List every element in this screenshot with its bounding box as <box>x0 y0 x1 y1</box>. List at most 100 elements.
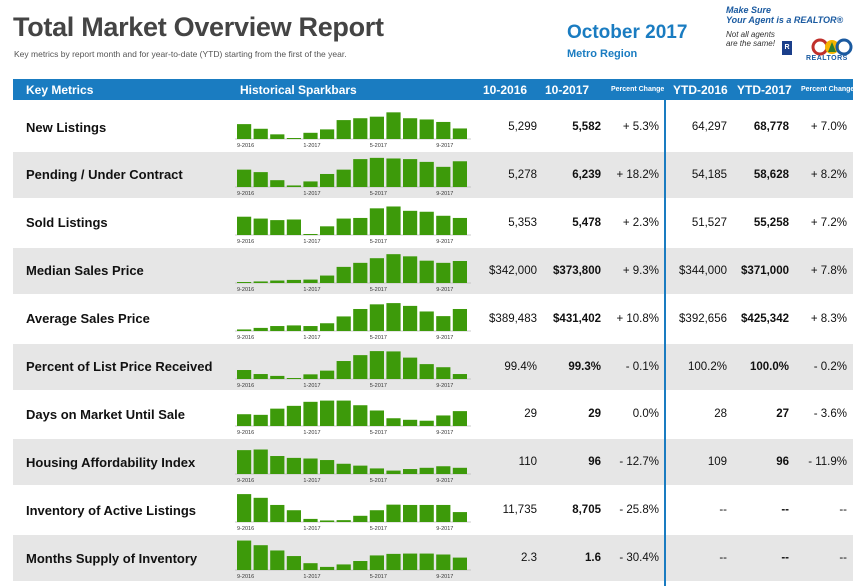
sparkbar <box>286 325 301 331</box>
sparkbar <box>403 505 418 523</box>
sparkbar-chart: 9-2016 1-2017 5-2017 9-2017 <box>235 253 471 292</box>
sparkbar-axis-label: 9-2016 <box>237 574 254 579</box>
value-ytd-2016: 100.2% <box>687 360 727 373</box>
sparkbar <box>253 545 268 571</box>
sparkbar <box>452 512 467 523</box>
sparkbar-axis-label: 9-2017 <box>436 287 453 292</box>
sparkbar <box>320 520 335 523</box>
sparkbar-axis-label: 1-2017 <box>303 335 320 340</box>
sparkbar <box>237 414 252 427</box>
sparkbar <box>452 161 467 187</box>
sparkbar <box>403 256 418 283</box>
metric-name: New Listings <box>26 119 107 135</box>
percent-change: - 25.8% <box>619 504 659 517</box>
sparkbar <box>386 418 401 427</box>
percent-change: + 18.2% <box>616 168 659 181</box>
sparkbar <box>320 370 335 379</box>
metric-name: Housing Affordability Index <box>26 454 196 470</box>
sparkbar <box>336 564 351 571</box>
sparkbar <box>353 217 368 235</box>
sparkbar-chart: 9-2016 1-2017 5-2017 9-2017 <box>235 206 471 244</box>
value-10-2016: 29 <box>524 408 537 421</box>
sparkbar <box>369 303 384 331</box>
sparkbar <box>436 415 451 427</box>
ytd-percent-change: + 8.2% <box>810 168 847 181</box>
header-ytd-2016: YTD-2016 <box>673 83 728 97</box>
value-ytd-2016: 28 <box>714 408 727 421</box>
sparkbar <box>336 316 351 331</box>
value-ytd-2017: -- <box>781 504 789 517</box>
sparkbar <box>286 510 301 523</box>
sparkbar <box>419 119 434 139</box>
ytd-percent-change: + 7.0% <box>810 121 847 133</box>
sparkbar <box>369 555 384 571</box>
table-row: New Listings 5,299 5,582 + 5.3% 64,297 68,778… <box>13 104 853 150</box>
sparkbar <box>270 180 285 187</box>
value-10-2017: 5,478 <box>572 216 601 229</box>
sparkbar-axis-label: 9-2017 <box>436 335 453 340</box>
sparkbar <box>237 494 252 523</box>
sparkbar <box>270 219 285 235</box>
value-ytd-2017: $371,000 <box>741 264 789 277</box>
sparkbar <box>336 218 351 235</box>
value-ytd-2016: 51,527 <box>691 216 727 229</box>
sparkbar <box>303 132 318 139</box>
realtor-logo-icon: R <box>782 41 792 55</box>
sparkbar <box>452 217 467 235</box>
sparkbar <box>419 363 434 379</box>
value-10-2017: $431,402 <box>553 312 601 325</box>
percent-change: 0.0% <box>632 408 659 421</box>
header-ytd-2017: YTD-2017 <box>737 83 792 97</box>
sparkbar-axis-label: 9-2016 <box>237 383 254 388</box>
sparkbar <box>386 206 401 235</box>
sparkbar <box>237 450 252 475</box>
table-row: Percent of List Price Received 99.4% 99.3%… <box>13 343 853 390</box>
sparkbar <box>419 468 434 475</box>
ytd-percent-change: + 7.8% <box>810 264 847 277</box>
value-ytd-2017: 58,628 <box>753 168 789 181</box>
sparkbar <box>403 305 418 331</box>
sparkbar-axis-label: 9-2016 <box>237 239 254 244</box>
sparkbar <box>369 468 384 475</box>
sparkbar <box>253 218 268 235</box>
sparkbar <box>403 553 418 571</box>
sparkbar <box>303 458 318 475</box>
sparkbar <box>386 350 401 379</box>
sparkbar <box>237 216 252 235</box>
sparkbar <box>237 540 252 571</box>
ytd-percent-change: -- <box>839 504 847 517</box>
sparkbar <box>436 315 451 331</box>
sparkbar-axis-label: 9-2016 <box>237 430 254 435</box>
metric-name: Median Sales Price <box>26 263 144 279</box>
sparkbar <box>320 322 335 331</box>
sparkbar <box>303 519 318 523</box>
promo-line2: Your Agent is a REALTOR® <box>726 15 844 25</box>
sparkbar <box>253 415 268 427</box>
sparkbar-axis-label: 9-2017 <box>436 526 453 531</box>
ytd-percent-change: - 3.6% <box>813 408 847 421</box>
sparkbar <box>286 458 301 475</box>
header-10-2016: 10-2016 <box>483 83 528 97</box>
sparkbar <box>303 325 318 331</box>
sparkbar <box>369 257 384 283</box>
value-10-2016: 5,353 <box>508 216 537 229</box>
value-ytd-2016: 64,297 <box>691 121 727 133</box>
sparkbar <box>270 550 285 571</box>
value-ytd-2017: 68,778 <box>753 121 789 133</box>
table-row: Pending / Under Contract 5,278 6,239 + 18.2… <box>13 151 853 198</box>
sparkbar-axis-label: 1-2017 <box>303 287 320 292</box>
sparkbar <box>403 357 418 379</box>
sparkbar <box>386 470 401 475</box>
sparkbar-chart: 9-2016 1-2017 5-2017 9-2017 <box>235 449 471 483</box>
sparkbar <box>303 373 318 379</box>
sparkbar <box>336 266 351 283</box>
sparkbar-axis-label: 9-2017 <box>436 143 453 148</box>
percent-change: - 0.1% <box>625 360 659 373</box>
sparkbar <box>303 402 318 427</box>
header-key-metrics: Key Metrics <box>26 83 94 97</box>
sparkbar <box>436 554 451 571</box>
sparkbar <box>452 468 467 475</box>
sparkbar <box>452 557 467 571</box>
sparkbar <box>403 118 418 139</box>
sparkbar <box>336 360 351 379</box>
